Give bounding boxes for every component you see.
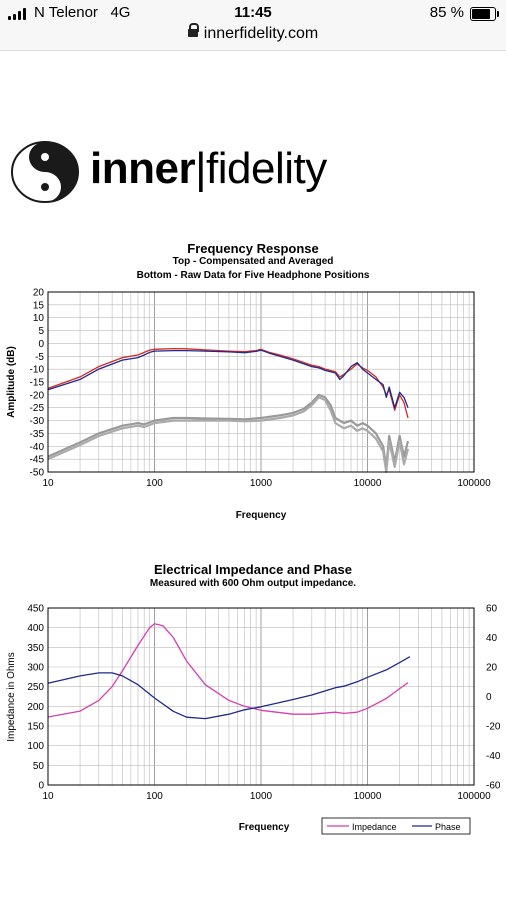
- chart1-ytick-label: 15: [33, 300, 45, 311]
- chart1-ytick-label: 0: [38, 339, 44, 350]
- chart1-ytick-label: -10: [30, 365, 45, 376]
- chart2-ytick-label: 300: [27, 663, 44, 674]
- chart2-y2tick-label: -40: [486, 751, 501, 762]
- chart1-ytick-label: -15: [30, 378, 45, 389]
- chart2-ytick-label: 450: [27, 604, 44, 615]
- chart1-ytick-label: -25: [30, 403, 45, 414]
- chart1-xtick-label: 10000: [354, 478, 382, 489]
- chart2-y2tick-label: -60: [486, 781, 501, 792]
- chart2-series-1-line: [47, 656, 411, 720]
- chart1-ytick-label: 20: [33, 288, 45, 299]
- chart2-xtick-label: 100: [146, 791, 163, 802]
- chart2-ytick-label: 0: [38, 781, 44, 792]
- chart2-ytick-label: 400: [27, 623, 44, 634]
- chart1-series-3-line: [47, 396, 410, 474]
- chart2-ytick-label: 350: [27, 643, 44, 654]
- chart1-subtitle1: Top - Compensated and Averaged: [172, 256, 334, 267]
- chart1-ytick-label: -35: [30, 429, 45, 440]
- chart2-ylabel: Impedance in Ohms: [6, 652, 17, 742]
- battery-percent: 85 %: [429, 4, 464, 21]
- chart1-ytick-label: -50: [30, 468, 45, 479]
- chart1-ytick-label: -40: [30, 442, 45, 453]
- chart1-series-1-line: [47, 349, 409, 409]
- url-bar[interactable]: innerfidelity.com: [0, 22, 506, 43]
- chart2-ytick-label: 150: [27, 722, 44, 733]
- chart1-subtitle2: Bottom - Raw Data for Five Headphone Pos…: [136, 270, 370, 281]
- chart2-ytick-label: 100: [27, 741, 44, 752]
- chart2-xlabel: Frequency: [239, 822, 290, 833]
- network-label: 4G: [110, 4, 131, 21]
- chart1-ytick-label: -5: [35, 352, 44, 363]
- chart2-ytick-label: 200: [27, 702, 44, 713]
- chart1-ytick-label: -30: [30, 416, 45, 427]
- chart2-y2tick-label: 0: [486, 692, 492, 703]
- legend-impedance: Impedance: [352, 822, 397, 832]
- chart1-xlabel: Frequency: [236, 510, 287, 521]
- chart1-title: Frequency Response: [187, 241, 319, 256]
- chart2-y2tick-label: -20: [486, 722, 501, 733]
- chart1-ylabel: Amplitude (dB): [6, 346, 17, 418]
- chart2-xtick-label: 1000: [250, 791, 273, 802]
- carrier-label: N Telenor 4G: [34, 4, 131, 21]
- site-logo[interactable]: inner|fidelity: [90, 144, 327, 193]
- chart1-xtick-label: 100000: [457, 478, 491, 489]
- chart1-ytick-label: -45: [30, 455, 45, 466]
- chart1-series-2-line: [47, 393, 410, 468]
- chart2-subtitle: Measured with 600 Ohm output impedance.: [149, 578, 357, 589]
- chart1-ytick-label: 10: [33, 313, 45, 324]
- url-text: innerfidelity.com: [203, 25, 319, 42]
- chart1-xtick-label: 10: [42, 478, 54, 489]
- battery-icon: [470, 7, 499, 21]
- yin-yang-logo-icon: [11, 141, 79, 203]
- chart2-ytick-label: 50: [33, 761, 45, 772]
- chart1-ytick-label: -20: [30, 390, 45, 401]
- chart2-y2tick-label: 40: [486, 633, 498, 644]
- chart2-y2tick-label: 20: [486, 663, 498, 674]
- chart2-legend: Impedance Phase: [321, 817, 471, 835]
- legend-phase: Phase: [435, 822, 461, 832]
- chart2-xtick-label: 100000: [457, 791, 491, 802]
- chart2-y2tick-label: 60: [486, 604, 498, 615]
- chart1-xtick-label: 100: [146, 478, 163, 489]
- chart2-xtick-label: 10000: [354, 791, 382, 802]
- status-bar: N Telenor 4G 11:45 85 % innerfidelity.co…: [0, 0, 506, 51]
- chart1-xtick-label: 1000: [250, 478, 273, 489]
- clock: 11:45: [234, 4, 272, 21]
- chart1-ytick-label: 5: [38, 326, 44, 337]
- lock-icon: [187, 22, 199, 37]
- chart2-xtick-label: 10: [42, 791, 54, 802]
- chart2-ytick-label: 250: [27, 682, 44, 693]
- chart2-series-0-line: [47, 623, 409, 718]
- chart2-title: Electrical Impedance and Phase: [154, 562, 352, 577]
- signal-icon: [8, 8, 30, 20]
